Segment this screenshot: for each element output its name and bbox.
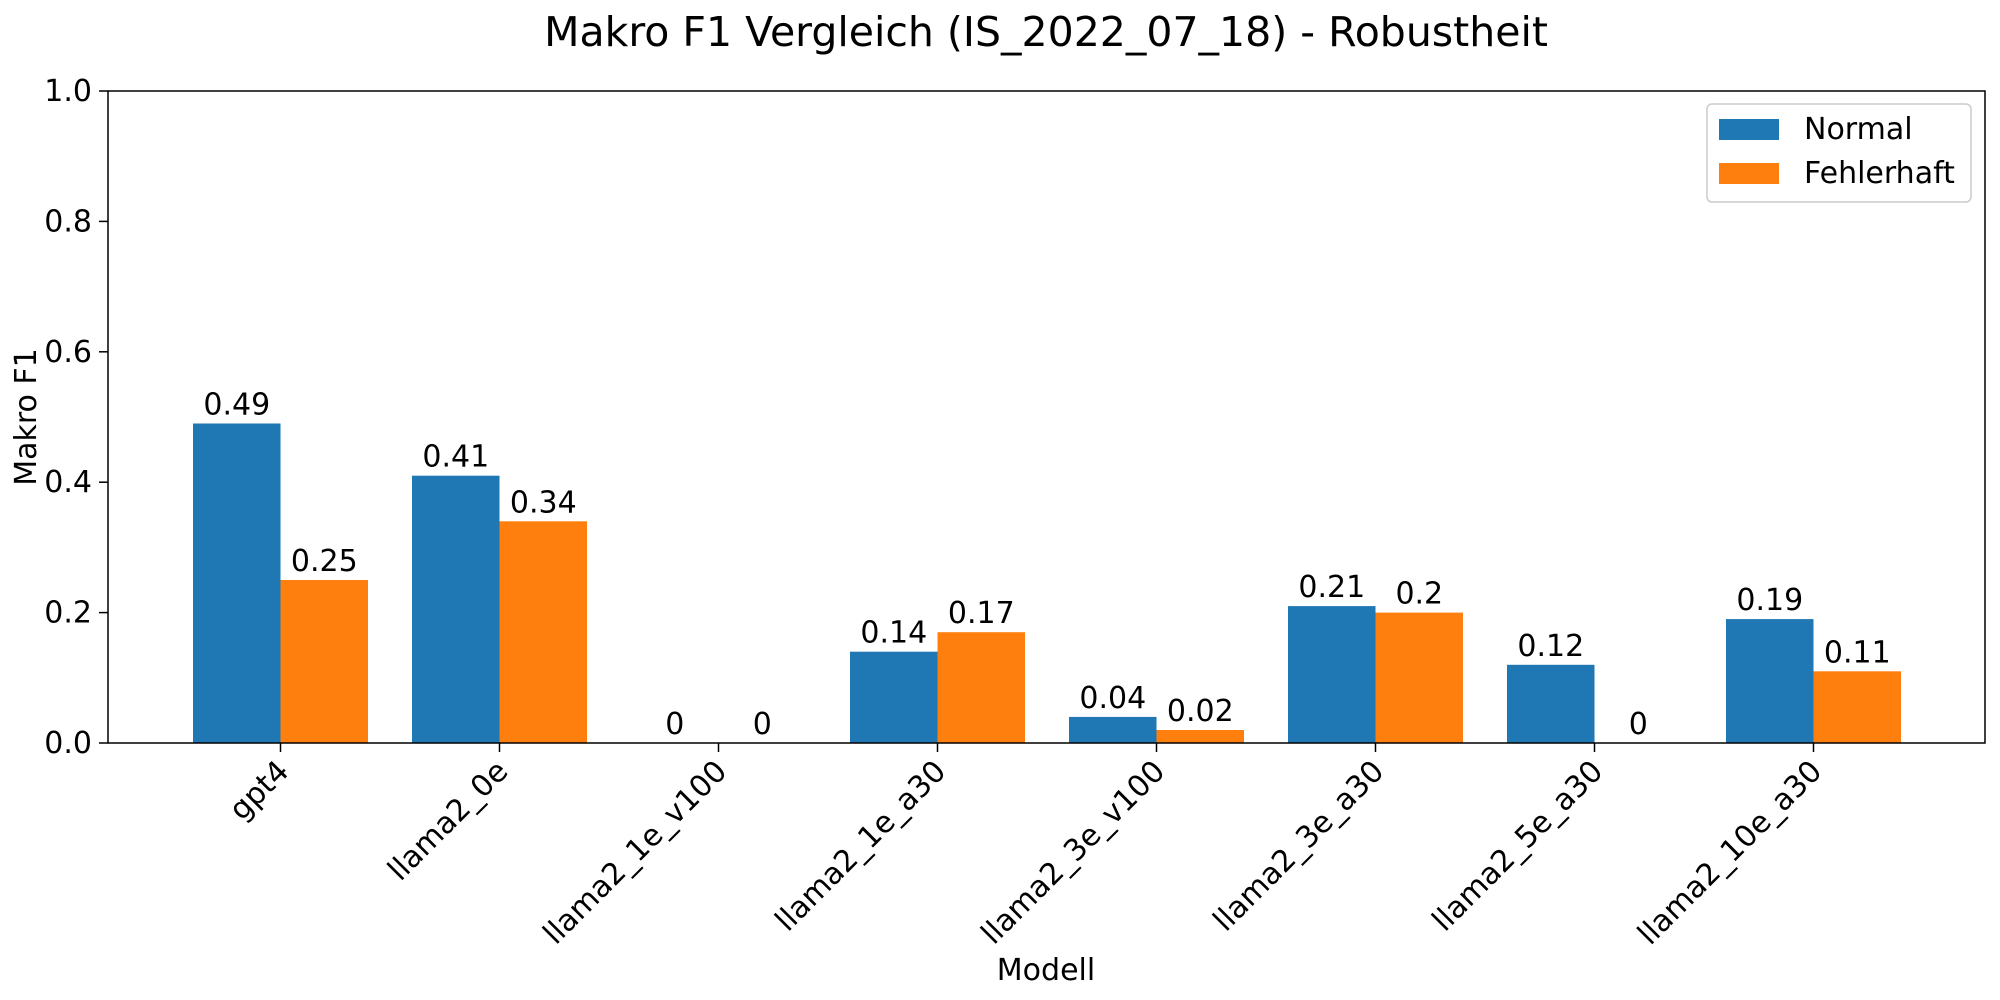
bar-normal-llama2_1e_a30 [850, 651, 938, 743]
data-label-normal-llama2_1e_a30: 0.14 [860, 616, 927, 651]
bar-fehlerhaft-llama2_3e_v100 [1156, 730, 1244, 743]
bar-normal-gpt4 [193, 423, 281, 743]
x-tick-label-llama2_3e_a30: llama2_3e_a30 [1207, 754, 1391, 938]
data-label-fehlerhaft-llama2_10e_a30: 0.11 [1824, 635, 1891, 670]
data-label-normal-llama2_0e: 0.41 [422, 440, 489, 475]
legend-label-normal: Normal [1804, 112, 1913, 147]
y-tick-label: 0.6 [44, 335, 92, 370]
bar-normal-llama2_3e_a30 [1288, 606, 1376, 743]
x-tick-label-llama2_0e: llama2_0e [381, 754, 515, 888]
data-label-normal-llama2_3e_v100: 0.04 [1079, 681, 1146, 716]
data-label-normal-llama2_5e_a30: 0.12 [1517, 629, 1584, 664]
y-tick-label: 0.2 [44, 596, 92, 631]
y-tick-label: 0.4 [44, 465, 92, 500]
data-label-fehlerhaft-llama2_1e_a30: 0.17 [948, 596, 1015, 631]
y-axis-ticks: 0.0 0.2 0.4 0.6 0.8 1.0 [44, 74, 108, 761]
bar-normal-llama2_5e_a30 [1507, 664, 1595, 743]
legend-swatch-normal [1719, 119, 1779, 140]
x-axis-ticks: gpt4 llama2_0e llama2_1e_v100 llama2_1e_a30… [223, 743, 1829, 952]
bar-fehlerhaft-llama2_10e_a30 [1813, 671, 1901, 743]
data-label-normal-llama2_3e_a30: 0.21 [1298, 570, 1365, 605]
bars-layer [193, 423, 1901, 743]
chart-title: Makro F1 Vergleich (IS_2022_07_18) - Rob… [544, 8, 1548, 56]
legend: Normal Fehlerhaft [1706, 103, 1972, 203]
x-tick-label-llama2_3e_v100: llama2_3e_v100 [975, 754, 1173, 952]
x-tick-label-llama2_1e_a30: llama2_1e_a30 [769, 754, 953, 938]
x-axis-label: Modell [997, 953, 1095, 988]
data-label-fehlerhaft-llama2_0e: 0.34 [510, 485, 577, 520]
y-tick-label: 0.0 [44, 726, 92, 761]
x-tick-label-llama2_10e_a30: llama2_10e_a30 [1631, 754, 1829, 952]
plot-frame [107, 90, 1986, 744]
bar-normal-llama2_0e [412, 475, 500, 743]
bar-normal-llama2_10e_a30 [1726, 619, 1814, 743]
data-label-fehlerhaft-llama2_5e_a30: 0 [1629, 707, 1648, 742]
y-tick-label: 0.8 [44, 204, 92, 239]
bar-fehlerhaft-llama2_1e_a30 [937, 632, 1025, 743]
bar-fehlerhaft-llama2_0e [499, 521, 587, 743]
y-axis-label: Makro F1 [9, 348, 44, 486]
data-label-fehlerhaft-llama2_1e_v100: 0 [753, 707, 772, 742]
bar-normal-llama2_3e_v100 [1069, 716, 1157, 743]
data-label-fehlerhaft-gpt4: 0.25 [291, 544, 358, 579]
data-label-fehlerhaft-llama2_3e_a30: 0.2 [1395, 577, 1443, 612]
legend-swatch-fehlerhaft [1719, 163, 1779, 184]
bar-fehlerhaft-llama2_3e_a30 [1375, 612, 1463, 743]
x-tick-label-llama2_5e_a30: llama2_5e_a30 [1426, 754, 1610, 938]
data-label-fehlerhaft-llama2_3e_v100: 0.02 [1167, 694, 1234, 729]
data-labels-layer: 0.49 0.41 0 0.14 0.04 0.21 0.12 0.19 0.25 0.34 0 0.… [203, 388, 1890, 743]
data-label-normal-llama2_1e_v100: 0 [665, 707, 684, 742]
legend-label-fehlerhaft: Fehlerhaft [1804, 156, 1955, 191]
data-label-normal-gpt4: 0.49 [203, 388, 270, 423]
bar-fehlerhaft-gpt4 [280, 580, 368, 743]
x-tick-label-llama2_1e_v100: llama2_1e_v100 [537, 754, 735, 952]
x-tick-label-gpt4: gpt4 [223, 754, 296, 827]
data-label-normal-llama2_10e_a30: 0.19 [1736, 583, 1803, 618]
y-tick-label: 1.0 [44, 74, 92, 109]
